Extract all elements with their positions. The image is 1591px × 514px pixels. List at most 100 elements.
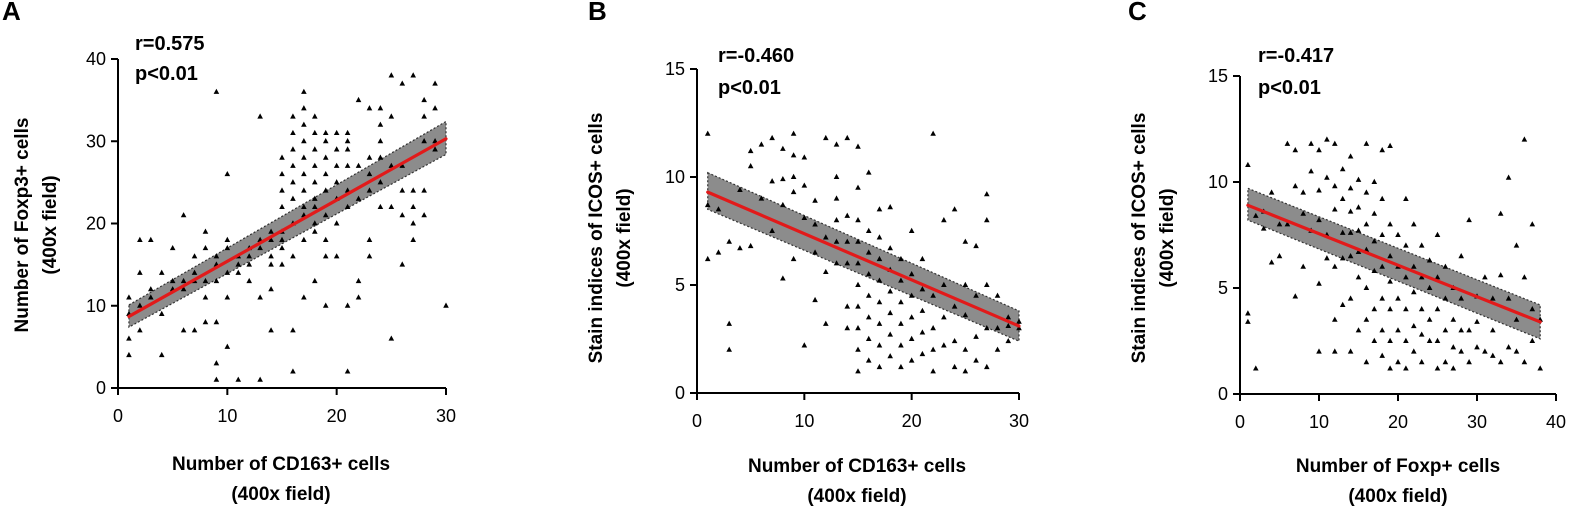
data-point <box>312 277 318 284</box>
data-point <box>224 294 231 300</box>
data-point <box>1434 231 1441 237</box>
data-point <box>855 217 861 223</box>
data-point <box>1497 210 1504 216</box>
data-point <box>388 72 395 78</box>
data-point <box>1490 352 1496 358</box>
data-point <box>1418 242 1425 248</box>
data-point <box>984 363 990 370</box>
data-point <box>758 195 765 201</box>
data-point <box>1387 365 1393 371</box>
data-point <box>1490 327 1496 333</box>
data-point <box>865 169 872 175</box>
y-axis-sublabel-c: (400x field) <box>1157 188 1178 287</box>
data-point <box>855 325 861 331</box>
data-point <box>887 353 893 359</box>
data-point <box>704 130 711 136</box>
data-point <box>421 138 427 144</box>
data-point <box>1513 348 1520 354</box>
data-point <box>1418 331 1425 337</box>
data-point <box>1308 140 1314 146</box>
data-point <box>844 238 851 244</box>
data-point <box>301 187 307 193</box>
data-point <box>908 292 915 298</box>
data-point <box>224 170 231 177</box>
data-point <box>1347 295 1354 301</box>
data-point <box>1292 147 1299 153</box>
data-point <box>333 253 340 259</box>
data-point <box>355 277 362 284</box>
data-point <box>984 325 990 331</box>
data-point <box>399 212 406 218</box>
data-point <box>962 368 969 374</box>
data-point <box>246 261 252 267</box>
r-value-c: r=-0.417 <box>1258 45 1334 67</box>
y-axis-label-b: Stain indices of ICOS+ cells <box>586 113 607 364</box>
data-point <box>941 314 947 320</box>
y-tick-label-c: 15 <box>1208 66 1228 86</box>
data-point <box>844 134 851 141</box>
data-point <box>344 203 351 210</box>
data-point <box>801 182 808 188</box>
data-point <box>1426 337 1433 343</box>
data-point <box>1339 301 1346 307</box>
data-point <box>410 236 416 242</box>
y-tick-label-b: 5 <box>675 275 685 295</box>
x-tick-label-a: 30 <box>436 406 456 426</box>
data-point <box>421 96 427 103</box>
data-point <box>951 206 958 212</box>
data-point <box>833 195 840 201</box>
data-point <box>290 146 296 152</box>
data-point <box>1005 337 1012 344</box>
x-tick-label-a: 20 <box>327 406 347 426</box>
data-point <box>823 234 829 240</box>
panel-letter-b: B <box>588 0 607 26</box>
data-point <box>1411 263 1417 269</box>
data-point <box>887 288 893 294</box>
data-point <box>1363 316 1370 322</box>
p-value-b: p<0.01 <box>718 77 781 99</box>
data-point <box>290 327 296 333</box>
data-point <box>257 294 263 300</box>
data-point <box>432 138 438 144</box>
data-point <box>951 337 958 344</box>
data-point <box>191 253 198 259</box>
data-point <box>1529 337 1536 343</box>
data-point <box>290 162 296 168</box>
data-point <box>876 299 883 305</box>
data-point <box>973 357 979 363</box>
data-point <box>290 179 296 185</box>
x-axis-label-a: Number of CD163+ cells <box>172 454 390 475</box>
data-point <box>876 363 883 370</box>
data-point <box>366 154 373 160</box>
data-point <box>1458 253 1464 259</box>
data-point <box>1387 337 1393 343</box>
data-point <box>801 342 808 348</box>
data-point <box>366 187 373 193</box>
y-axis-sublabel-b: (400x field) <box>614 188 635 287</box>
data-point <box>1434 274 1441 280</box>
data-point <box>1371 210 1378 216</box>
data-point <box>126 294 132 300</box>
data-point <box>1347 348 1354 354</box>
data-point <box>202 294 209 300</box>
data-point <box>844 303 851 309</box>
data-point <box>322 170 329 177</box>
data-point <box>180 212 187 218</box>
data-point <box>388 113 395 119</box>
data-point <box>1316 348 1322 354</box>
y-axis-label-c: Stain indices of ICOS+ cells <box>1129 113 1150 364</box>
confidence-band-a <box>128 120 447 329</box>
data-point <box>1316 187 1322 193</box>
data-point <box>158 310 165 316</box>
data-point <box>322 302 329 308</box>
data-point <box>377 154 384 160</box>
data-point <box>919 255 926 262</box>
data-point <box>726 346 732 352</box>
data-point <box>322 154 329 160</box>
data-point <box>984 191 990 197</box>
data-point <box>1418 274 1425 280</box>
data-point <box>366 170 373 177</box>
y-tick-label-c: 5 <box>1218 278 1228 298</box>
data-point <box>747 147 754 154</box>
data-point <box>301 170 307 177</box>
